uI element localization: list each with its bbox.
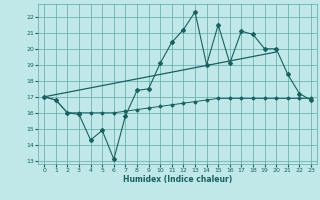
X-axis label: Humidex (Indice chaleur): Humidex (Indice chaleur) bbox=[123, 175, 232, 184]
